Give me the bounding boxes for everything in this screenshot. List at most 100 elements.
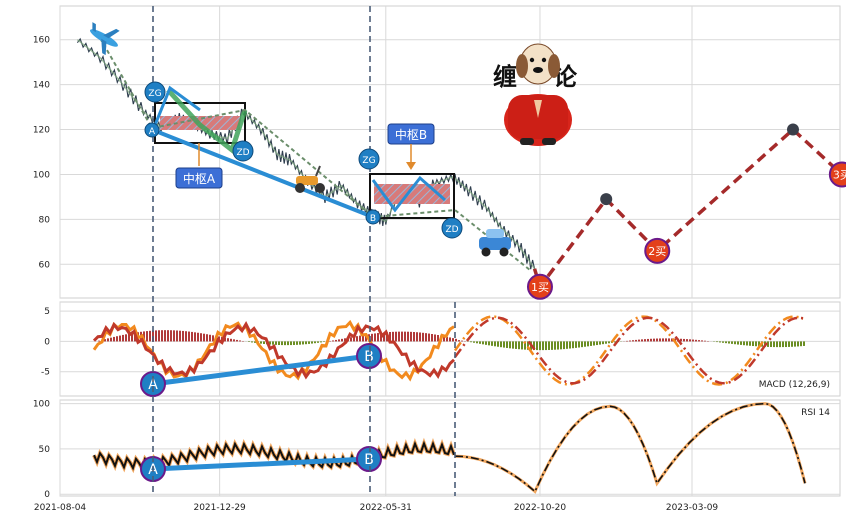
macd-histogram-bar [632, 340, 634, 341]
logo-char-left: 缠 [493, 63, 517, 91]
macd-histogram-bar [482, 341, 484, 344]
macd-histogram-bar [188, 332, 190, 342]
macd-histogram-bar [785, 341, 787, 347]
macd-histogram-bar [512, 341, 514, 348]
macd-histogram-bar [395, 332, 397, 342]
macd-histogram-bar [200, 333, 202, 341]
macd-histogram-bar [698, 340, 700, 341]
macd-histogram-bar [434, 334, 436, 341]
macd-histogram-bar [263, 341, 265, 344]
macd-histogram-bar [494, 341, 496, 346]
macd-histogram-bar [641, 339, 643, 341]
macd-histogram-bar [122, 335, 124, 342]
macd-title: MACD (12,26,9) [759, 380, 830, 390]
macd-histogram-bar [272, 341, 274, 344]
macd-histogram-bar [596, 341, 598, 345]
macd-histogram-bar [719, 341, 721, 342]
macd-histogram-bar [755, 341, 757, 346]
macd-histogram-bar [374, 333, 376, 341]
macd-histogram-bar [536, 341, 538, 350]
macd-histogram-bar [155, 330, 157, 341]
macd-histogram-bar [164, 330, 166, 341]
macd-histogram-bar [275, 341, 277, 344]
macd-histogram-bar [314, 341, 316, 343]
macd-histogram-bar [653, 339, 655, 342]
macd-histogram-bar [410, 332, 412, 342]
macd-histogram-bar [668, 338, 670, 341]
macd-histogram-bar [650, 339, 652, 342]
macd-histogram-bar [686, 339, 688, 341]
macd-histogram-bar [509, 341, 511, 348]
macd-histogram-bar [506, 341, 508, 348]
forecast-node [787, 124, 799, 136]
macd-histogram-bar [305, 341, 307, 344]
macd-histogram-bar [728, 341, 730, 343]
y-tick-label: 5 [44, 307, 50, 317]
macd-histogram-bar [176, 330, 178, 341]
macd-histogram-bar [233, 339, 235, 341]
macd-histogram-bar [737, 341, 739, 344]
y-tick-label: 0 [44, 490, 50, 500]
macd-histogram-bar [770, 341, 772, 347]
macd-histogram-bar [251, 341, 253, 342]
macd-histogram-bar [545, 341, 547, 350]
macd-histogram-bar [356, 336, 358, 341]
macd-histogram-bar [479, 341, 481, 343]
macd-histogram-bar [167, 330, 169, 341]
macd-histogram-bar [701, 340, 703, 341]
y-tick-label: -5 [41, 368, 50, 378]
macd-histogram-bar [662, 338, 664, 341]
macd-histogram-bar [398, 332, 400, 342]
macd-histogram-bar [335, 340, 337, 341]
macd-histogram-bar [278, 341, 280, 345]
y-tick-label: 60 [39, 260, 51, 270]
rsi-title: RSI 14 [801, 408, 830, 418]
macd-histogram-bar [293, 341, 295, 345]
macd-histogram-bar [782, 341, 784, 347]
macd-histogram-bar [203, 334, 205, 342]
macd-histogram-bar [308, 341, 310, 343]
x-tick-label: 2021-12-29 [193, 503, 246, 513]
macd-histogram-bar [470, 341, 472, 342]
macd-histogram-bar [338, 339, 340, 341]
macd-histogram-bar [281, 341, 283, 345]
macd-histogram-bar [665, 338, 667, 341]
macd-histogram-bar [149, 331, 151, 342]
macd-histogram-bar [332, 340, 334, 341]
macd-histogram-bar [578, 341, 580, 347]
macd-histogram-bar [485, 341, 487, 344]
macd-histogram-bar [602, 341, 604, 344]
price-panel [60, 6, 840, 298]
macd-histogram-bar [125, 334, 127, 341]
x-tick-label: 2023-03-09 [666, 503, 719, 513]
macd-histogram-bar [461, 341, 463, 342]
macd-histogram-bar [209, 335, 211, 342]
macd-histogram-bar [173, 330, 175, 341]
macd-histogram-bar [791, 341, 793, 346]
macd-histogram-bar [287, 341, 289, 345]
macd-histogram-bar [416, 332, 418, 341]
macd-histogram-bar [740, 341, 742, 344]
macd-histogram-bar [734, 341, 736, 344]
macd-histogram-bar [488, 341, 490, 345]
macd-histogram-bar [752, 341, 754, 346]
y-tick-label: 50 [39, 445, 51, 455]
macd-histogram-bar [248, 341, 250, 342]
macd-histogram-bar [290, 341, 292, 345]
macd-histogram-bar [605, 341, 607, 343]
macd-histogram-bar [566, 341, 568, 348]
macd-histogram-bar [779, 341, 781, 347]
macd-histogram-bar [572, 341, 574, 348]
macd-histogram-bar [473, 341, 475, 342]
macd-histogram-bar [323, 341, 325, 342]
forecast-node [600, 193, 612, 205]
macd-histogram-bar [449, 337, 451, 341]
macd-histogram-bar [236, 340, 238, 342]
macd-histogram-bar [419, 332, 421, 341]
macd-histogram-bar [746, 341, 748, 345]
macd-histogram-bar [626, 341, 628, 342]
macd-histogram-bar [425, 333, 427, 341]
macd-histogram-bar [788, 341, 790, 347]
